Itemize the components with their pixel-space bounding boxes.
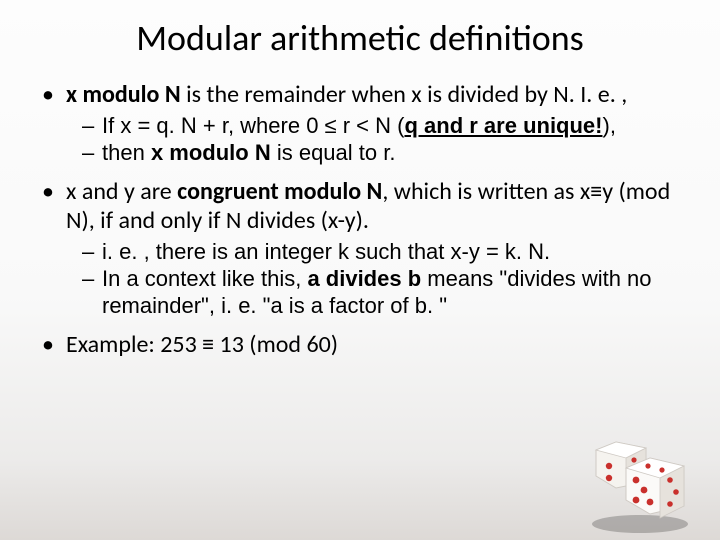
text: If x = q. N + r, where 0 ≤ r < N ( — [102, 113, 404, 138]
dice-shadow — [592, 515, 688, 533]
bullet-2: x and y are congruent modulo N, which is… — [42, 177, 690, 320]
text: In a context like this, — [102, 266, 307, 291]
dice-icon — [578, 424, 698, 534]
text: is the remainder when x is divided by N.… — [181, 80, 628, 109]
text: x and y are congruent modulo N, which is… — [66, 177, 670, 235]
bold-underline: q and r are unique! — [404, 113, 602, 138]
sub-bullet-2-2: In a context like this, a divides b mean… — [82, 266, 690, 320]
text: x and y are — [66, 177, 177, 206]
bold: x modulo N — [66, 80, 181, 109]
text: then — [102, 140, 151, 165]
text: ), — [603, 113, 616, 138]
sub-bullet-2-1: i. e. , there is an integer k such that … — [82, 239, 690, 266]
sub-bullet-1-1: If x = q. N + r, where 0 ≤ r < N (q and … — [82, 113, 690, 140]
sub-list-2: i. e. , there is an integer k such that … — [66, 239, 690, 319]
die-back — [596, 442, 646, 492]
bullet-list: x modulo N is the remainder when x is di… — [0, 80, 720, 359]
bold: congruent modulo N — [177, 177, 382, 206]
text: x modulo N is the remainder when x is di… — [66, 80, 627, 109]
bullet-3: Example: 253 ≡ 13 (mod 60) — [42, 330, 690, 359]
sub-bullet-1-2: then x modulo N is equal to r. — [82, 140, 690, 167]
slide-title: Modular arithmetic definitions — [40, 16, 680, 60]
bullet-1: x modulo N is the remainder when x is di… — [42, 80, 690, 167]
bold: x modulo N — [151, 140, 271, 165]
die-front — [626, 458, 684, 518]
slide: Modular arithmetic definitions x modulo … — [0, 0, 720, 540]
text: is equal to r. — [271, 140, 396, 165]
sub-list-1: If x = q. N + r, where 0 ≤ r < N (q and … — [66, 113, 690, 167]
bold: a divides b — [307, 266, 421, 291]
